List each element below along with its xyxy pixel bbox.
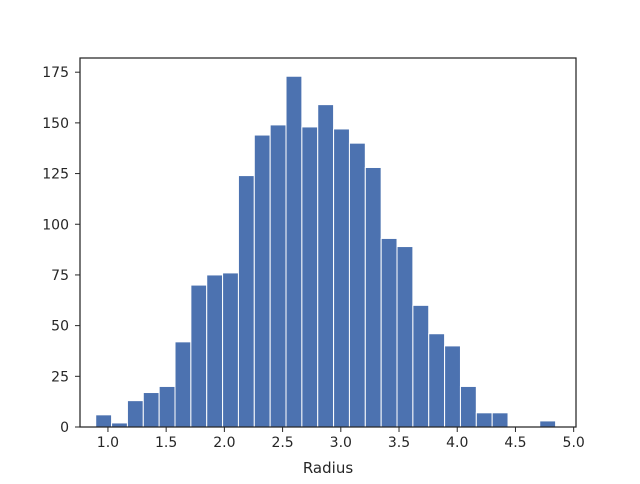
histogram-bar — [253, 134, 271, 428]
y-tick-label: 100 — [42, 217, 69, 233]
histogram-bar — [459, 385, 477, 428]
histogram-bar — [491, 412, 509, 428]
x-tick-label: 4.0 — [446, 435, 468, 451]
histogram-bar — [333, 128, 350, 428]
y-tick-label: 0 — [60, 420, 69, 436]
y-tick-label: 75 — [51, 268, 69, 284]
histogram-bar — [396, 246, 414, 428]
histogram-bar — [444, 345, 461, 428]
histogram-bar — [301, 126, 319, 428]
histogram-bar — [158, 385, 176, 428]
histogram-bar — [539, 420, 557, 428]
histogram-bar — [206, 274, 224, 428]
x-tick-label: 5.0 — [563, 435, 585, 451]
y-tick-label: 150 — [42, 116, 69, 132]
histogram-bar — [348, 142, 366, 428]
histogram-bar — [222, 272, 239, 428]
histogram-bar — [285, 75, 303, 428]
histogram-bar — [269, 124, 287, 428]
x-tick-label: 3.0 — [330, 435, 352, 451]
histogram-bar — [412, 304, 430, 428]
x-tick-label: 2.0 — [213, 435, 235, 451]
histogram-bar — [142, 392, 160, 428]
y-tick-label: 25 — [51, 369, 69, 385]
histogram-bar — [126, 400, 144, 428]
histogram-bar — [174, 341, 192, 428]
y-tick-label: 175 — [42, 65, 69, 81]
histogram-bar — [237, 175, 255, 428]
histogram-bar — [317, 104, 335, 428]
bars-group — [95, 75, 557, 428]
histogram-bar — [380, 237, 398, 428]
y-tick-label: 50 — [51, 319, 69, 335]
histogram-bar — [364, 166, 382, 428]
histogram-bar — [190, 284, 208, 428]
x-tick-label: 1.5 — [155, 435, 177, 451]
histogram-bar — [95, 414, 113, 428]
histogram-bar — [475, 412, 493, 428]
x-axis-label: Radius — [303, 459, 353, 477]
ticks-group: 1.0 1.5 2.0 2.5 3.0 3.5 4.0 4.5 5.0 0 25 50 75 100 125… — [42, 65, 585, 451]
axes-frame — [79, 57, 577, 428]
y-tick-label: 125 — [42, 167, 69, 183]
histogram-bar — [428, 333, 446, 428]
x-tick-label: 2.5 — [271, 435, 293, 451]
x-tick-label: 4.5 — [504, 435, 526, 451]
x-tick-label: 1.0 — [97, 435, 119, 451]
x-tick-label: 3.5 — [388, 435, 410, 451]
